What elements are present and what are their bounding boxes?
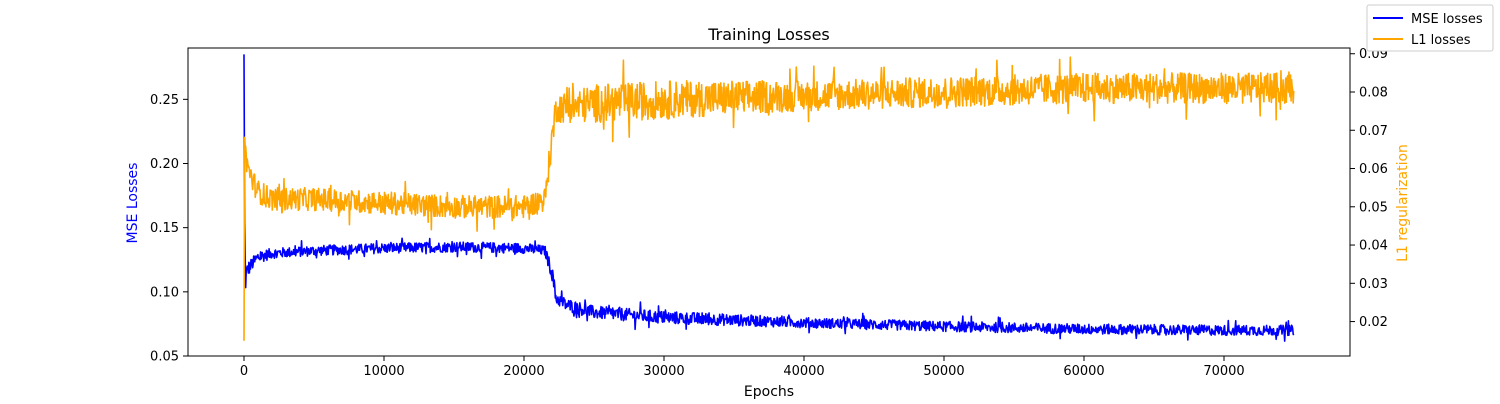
y-left-tick-label: 0.25 <box>150 93 179 108</box>
x-tick-label: 40000 <box>783 364 824 379</box>
y-right-tick-label: 0.07 <box>1359 124 1388 139</box>
series-line-l1 <box>243 56 1295 341</box>
x-tick-label: 0 <box>240 364 248 379</box>
series-line-mse <box>243 54 1295 342</box>
x-tick-label: 70000 <box>1203 364 1244 379</box>
legend-label-l1: L1 losses <box>1411 33 1471 48</box>
y-left-tick-label: 0.15 <box>150 221 179 236</box>
plot-frame <box>187 47 1351 357</box>
x-tick-label: 10000 <box>363 364 404 379</box>
y-right-tick-label: 0.04 <box>1359 239 1388 254</box>
y-left-tick-label: 0.10 <box>150 285 179 300</box>
x-tick-label: 30000 <box>643 364 684 379</box>
plot-area <box>243 54 1295 342</box>
y-right-tick-label: 0.05 <box>1359 200 1388 215</box>
x-axis-label: Epochs <box>744 384 794 400</box>
chart-title: Training Losses <box>707 25 830 44</box>
y-left-tick-label: 0.05 <box>150 350 179 365</box>
x-tick-label: 50000 <box>923 364 964 379</box>
y-right-tick-label: 0.06 <box>1359 162 1388 177</box>
y-right-tick-label: 0.02 <box>1359 315 1388 330</box>
legend-label-mse: MSE losses <box>1411 12 1483 27</box>
y-axis-label-left: MSE Losses <box>125 163 141 244</box>
x-tick-label: 20000 <box>503 364 544 379</box>
y-right-tick-label: 0.08 <box>1359 86 1388 101</box>
y-axis-label-right: L1 regularization <box>1395 144 1411 262</box>
y-left-tick-label: 0.20 <box>150 157 179 172</box>
y-right-tick-label: 0.03 <box>1359 277 1388 292</box>
legend: MSE losses L1 losses <box>1366 4 1494 52</box>
axes: 0 10000 20000 30000 40000 50000 60000 70000 0.05… <box>150 47 1388 379</box>
x-tick-label: 60000 <box>1063 364 1104 379</box>
